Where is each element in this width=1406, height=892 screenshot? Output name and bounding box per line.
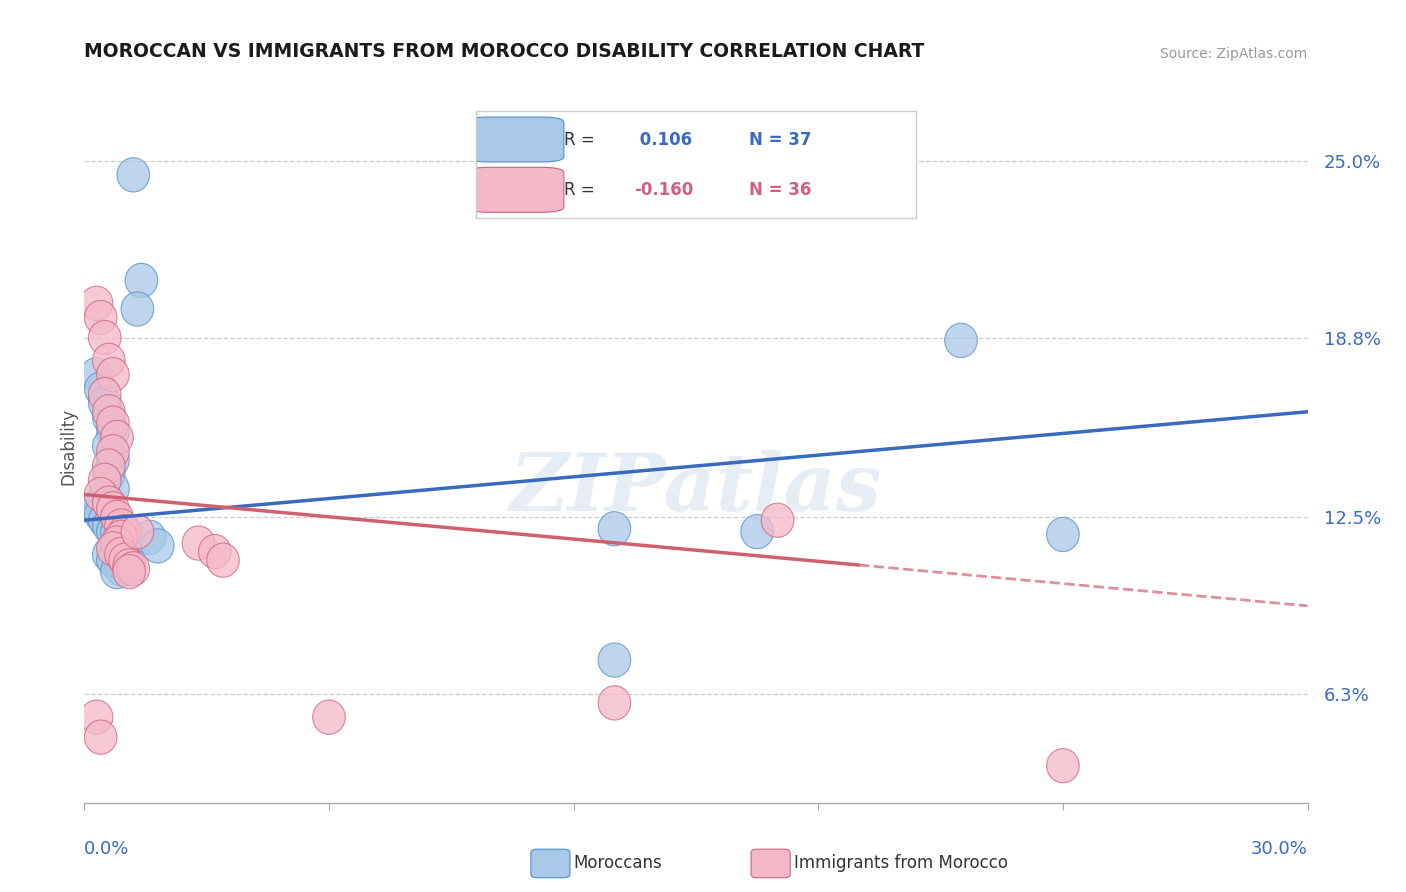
Ellipse shape: [97, 472, 129, 506]
Ellipse shape: [84, 720, 117, 755]
Ellipse shape: [108, 515, 142, 549]
Ellipse shape: [121, 292, 153, 326]
Ellipse shape: [97, 434, 129, 469]
Ellipse shape: [104, 508, 138, 543]
Ellipse shape: [93, 486, 125, 520]
Ellipse shape: [761, 503, 794, 537]
Ellipse shape: [108, 526, 142, 560]
Ellipse shape: [104, 537, 138, 572]
Ellipse shape: [207, 543, 239, 577]
Ellipse shape: [125, 263, 157, 298]
Ellipse shape: [741, 515, 773, 549]
Ellipse shape: [89, 463, 121, 498]
Ellipse shape: [93, 508, 125, 543]
Ellipse shape: [101, 532, 134, 566]
Ellipse shape: [93, 449, 125, 483]
Ellipse shape: [1046, 748, 1080, 783]
Ellipse shape: [97, 543, 129, 577]
Ellipse shape: [97, 443, 129, 477]
Ellipse shape: [104, 546, 138, 580]
Ellipse shape: [93, 343, 125, 377]
Ellipse shape: [93, 458, 125, 491]
Ellipse shape: [84, 372, 117, 406]
Ellipse shape: [80, 286, 112, 320]
Text: 0.0%: 0.0%: [84, 840, 129, 858]
FancyBboxPatch shape: [531, 849, 569, 878]
Ellipse shape: [598, 512, 631, 546]
Ellipse shape: [598, 643, 631, 677]
Ellipse shape: [183, 526, 215, 560]
Ellipse shape: [97, 415, 129, 449]
Ellipse shape: [97, 406, 129, 441]
Ellipse shape: [89, 480, 121, 515]
Text: Moroccans: Moroccans: [574, 855, 662, 872]
Ellipse shape: [142, 529, 174, 563]
Ellipse shape: [598, 686, 631, 720]
Ellipse shape: [104, 551, 138, 586]
Ellipse shape: [112, 551, 146, 586]
Ellipse shape: [84, 498, 117, 532]
Ellipse shape: [117, 551, 149, 586]
Ellipse shape: [84, 301, 117, 334]
Ellipse shape: [97, 358, 129, 392]
Ellipse shape: [84, 486, 117, 520]
Ellipse shape: [117, 158, 149, 192]
Text: 30.0%: 30.0%: [1251, 840, 1308, 858]
Ellipse shape: [945, 323, 977, 358]
Text: ZIPatlas: ZIPatlas: [510, 450, 882, 527]
Ellipse shape: [80, 491, 112, 526]
Ellipse shape: [1046, 517, 1080, 551]
Ellipse shape: [112, 555, 146, 589]
Ellipse shape: [93, 394, 125, 429]
Ellipse shape: [104, 520, 138, 555]
Ellipse shape: [104, 520, 138, 555]
Ellipse shape: [93, 429, 125, 463]
FancyBboxPatch shape: [751, 849, 790, 878]
Ellipse shape: [97, 532, 129, 566]
Y-axis label: Disability: Disability: [59, 408, 77, 484]
Ellipse shape: [112, 549, 146, 583]
Ellipse shape: [101, 515, 134, 549]
Ellipse shape: [101, 555, 134, 589]
Text: Immigrants from Morocco: Immigrants from Morocco: [794, 855, 1008, 872]
Ellipse shape: [89, 503, 121, 537]
Ellipse shape: [108, 549, 142, 583]
Text: Source: ZipAtlas.com: Source: ZipAtlas.com: [1160, 46, 1308, 61]
Ellipse shape: [80, 700, 112, 734]
Ellipse shape: [134, 520, 166, 555]
Ellipse shape: [89, 320, 121, 355]
Ellipse shape: [101, 526, 134, 560]
Text: MOROCCAN VS IMMIGRANTS FROM MOROCCO DISABILITY CORRELATION CHART: MOROCCAN VS IMMIGRANTS FROM MOROCCO DISA…: [84, 42, 925, 61]
Ellipse shape: [93, 537, 125, 572]
Ellipse shape: [84, 477, 117, 512]
Ellipse shape: [101, 420, 134, 455]
Ellipse shape: [97, 515, 129, 549]
Ellipse shape: [80, 358, 112, 392]
Ellipse shape: [198, 534, 231, 569]
Ellipse shape: [97, 491, 129, 526]
Ellipse shape: [89, 386, 121, 420]
Ellipse shape: [108, 543, 142, 577]
Ellipse shape: [312, 700, 346, 734]
Ellipse shape: [89, 377, 121, 412]
Ellipse shape: [121, 515, 153, 549]
Ellipse shape: [101, 500, 134, 534]
Ellipse shape: [93, 401, 125, 434]
